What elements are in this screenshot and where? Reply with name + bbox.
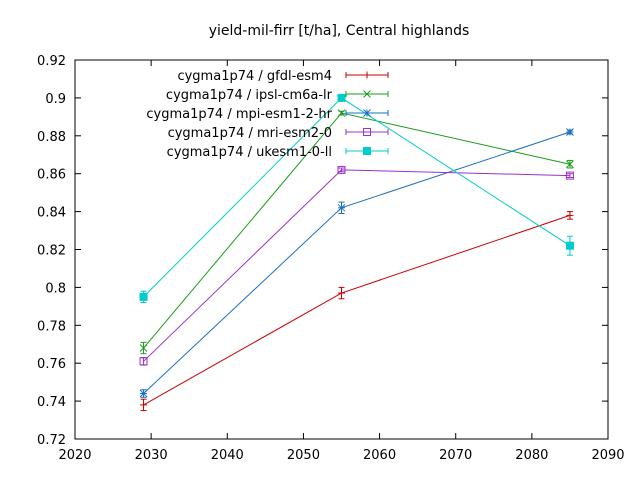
series-3	[139, 165, 574, 366]
y-tick-label: 0.76	[37, 357, 66, 372]
data-point	[139, 344, 148, 352]
y-tick-label: 0.8	[45, 281, 66, 296]
data-point	[337, 165, 346, 174]
y-tick-label: 0.74	[37, 395, 66, 410]
series-line	[143, 169, 570, 362]
y-tick-label: 0.92	[37, 54, 66, 69]
y-tick-label: 0.9	[45, 92, 66, 107]
series-1	[139, 109, 574, 355]
data-point	[566, 160, 574, 169]
series-line	[143, 214, 571, 406]
x-tick-label: 2070	[439, 448, 472, 463]
series-4	[139, 93, 574, 304]
y-tick-label: 0.86	[37, 168, 66, 183]
chart-title: yield-mil-firr [t/ha], Central highlands	[209, 23, 470, 39]
data-point	[337, 109, 346, 117]
error-bar	[338, 167, 345, 173]
data-point	[337, 93, 346, 102]
x-tick-label: 2090	[591, 448, 624, 463]
y-tick-label: 0.84	[37, 206, 66, 221]
data-point	[337, 203, 346, 212]
legend-entry: cygma1p74 / ipsl-cm6a-lr	[166, 88, 389, 103]
data-point	[139, 389, 148, 398]
legend-label: cygma1p74 / mpi-esm1-2-hr	[146, 107, 332, 122]
error-bar	[566, 173, 573, 178]
data-point	[139, 357, 148, 366]
y-tick-label: 0.88	[37, 130, 66, 145]
y-tick-label: 0.72	[37, 433, 66, 448]
legend-entry: cygma1p74 / ukesm1-0-ll	[167, 145, 389, 160]
x-tick-label: 2030	[135, 448, 168, 463]
x-tick-label: 2020	[58, 448, 91, 463]
series-2	[139, 128, 574, 398]
legend-entry: cygma1p74 / mri-esm2-0	[168, 126, 389, 141]
data-point	[565, 241, 574, 250]
legend-marker	[363, 109, 371, 117]
legend-marker	[363, 147, 371, 155]
data-point	[140, 401, 148, 409]
data-point	[566, 128, 574, 136]
data-point	[566, 211, 574, 219]
legend-label: cygma1p74 / ukesm1-0-ll	[167, 145, 332, 160]
x-tick-label: 2050	[287, 448, 320, 463]
y-tick-label: 0.82	[37, 244, 66, 259]
x-tick-label: 2080	[515, 448, 548, 463]
legend-entry: cygma1p74 / mpi-esm1-2-hr	[146, 107, 389, 122]
y-tick-label: 0.78	[37, 319, 66, 334]
legend-entry: cygma1p74 / gfdl-esm4	[177, 69, 389, 84]
legend-label: cygma1p74 / gfdl-esm4	[177, 69, 332, 84]
legend-label: cygma1p74 / mri-esm2-0	[168, 126, 332, 141]
legend-marker	[363, 128, 371, 136]
x-tick-label: 2060	[363, 448, 396, 463]
legend-marker	[363, 90, 371, 98]
data-point	[565, 171, 574, 180]
series-line	[143, 131, 571, 394]
data-point	[338, 289, 345, 297]
legend-label: cygma1p74 / ipsl-cm6a-lr	[166, 88, 333, 103]
data-point	[139, 292, 148, 301]
series-0	[140, 211, 574, 412]
legend-marker	[363, 71, 371, 79]
x-tick-label: 2040	[211, 448, 244, 463]
